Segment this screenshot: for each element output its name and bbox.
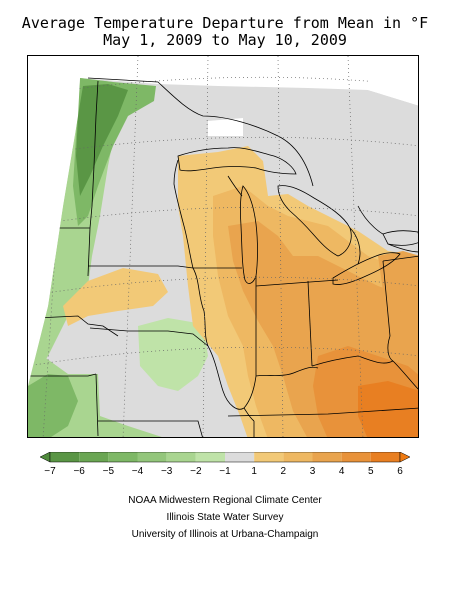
border-mn-nd xyxy=(89,80,99,229)
legend-tick-label: 5 xyxy=(368,466,374,477)
border-ny-on xyxy=(387,243,418,253)
legend-tick-label: −6 xyxy=(73,466,85,477)
legend-arrow-high xyxy=(399,452,410,463)
border-pa-ny xyxy=(382,255,418,262)
legend-swatch xyxy=(195,452,225,462)
border-ia-mo xyxy=(89,327,209,347)
border-mo-ar xyxy=(98,420,203,437)
region-central-green xyxy=(138,318,208,391)
region-orange-east xyxy=(378,251,418,316)
legend-tick-label: −7 xyxy=(44,466,56,477)
legend-tick-label: −4 xyxy=(131,466,144,477)
legend-swatch xyxy=(312,452,342,462)
border-oh-pa xyxy=(382,260,391,337)
projection-mask-left xyxy=(28,56,80,386)
border-wi-mi-up xyxy=(227,175,243,197)
region-northwest-darker-green xyxy=(76,84,128,196)
border-il-in xyxy=(243,276,257,409)
border-mo-ks xyxy=(95,373,99,437)
legend-swatch xyxy=(50,452,80,462)
region-white-patch xyxy=(208,118,243,136)
region-southwest-dark-green xyxy=(28,374,78,437)
region-orange-deepest xyxy=(358,381,418,437)
projection-mask-right xyxy=(368,56,418,106)
map-canvas xyxy=(28,56,418,437)
legend-swatch xyxy=(137,452,167,462)
lake-superior xyxy=(177,147,297,175)
map-date-range: May 1, 2009 to May 10, 2009 xyxy=(103,31,347,49)
border-mn-sd xyxy=(87,227,91,277)
lake-erie xyxy=(332,252,401,285)
border-us-canada xyxy=(87,77,314,187)
credit-isws: Illinois State Water Survey xyxy=(166,512,284,523)
border-oh-wv xyxy=(387,335,394,362)
border-michigan-east xyxy=(349,227,361,265)
border-ky-sw xyxy=(243,407,255,422)
temperature-map xyxy=(27,55,419,438)
lake-ontario xyxy=(382,230,418,246)
legend-tick-label: −2 xyxy=(190,466,202,477)
lake-huron xyxy=(277,185,352,257)
legend-tick-label: 1 xyxy=(251,466,257,477)
legend-swatch xyxy=(79,452,109,462)
border-mi-in-oh xyxy=(255,279,339,287)
border-in-oh xyxy=(307,280,313,367)
color-legend xyxy=(40,452,410,463)
credit-uiuc: University of Illinois at Urbana-Champai… xyxy=(131,529,319,540)
border-ne-ks xyxy=(28,373,97,377)
border-in-ky xyxy=(255,366,319,377)
graticule xyxy=(28,56,418,437)
legend-tick-label: 3 xyxy=(309,466,316,477)
border-mn-wi xyxy=(173,159,194,269)
legend-arrow-low xyxy=(40,452,51,463)
legend-swatch xyxy=(283,452,313,462)
legend-swatch xyxy=(370,452,400,462)
border-ky-tn xyxy=(227,407,418,417)
border-mn-ia xyxy=(88,265,194,269)
lake-michigan xyxy=(240,185,258,284)
legend-swatch xyxy=(108,452,138,462)
border-wv-va xyxy=(392,360,418,390)
great-lakes xyxy=(177,147,418,285)
border-ia-il xyxy=(192,267,209,347)
border-mo-il xyxy=(207,345,245,410)
border-oh-ky xyxy=(311,355,394,367)
legend-swatch xyxy=(341,452,371,462)
legend-swatch xyxy=(166,452,196,462)
border-canada-east xyxy=(357,205,384,235)
legend-swatch xyxy=(254,452,284,462)
legend-tick-label: −3 xyxy=(160,466,173,477)
map-title: Average Temperature Departure from Mean … xyxy=(21,14,429,32)
region-orange-light-west xyxy=(63,268,168,326)
credit-rcc: NOAA Midwestern Regional Climate Center xyxy=(128,495,322,506)
legend-tick-label: 4 xyxy=(338,466,345,477)
legend-tick-label: −5 xyxy=(102,466,115,477)
legend-tick-label: −1 xyxy=(219,466,231,477)
legend-swatch xyxy=(225,452,255,462)
legend-tick-label: 2 xyxy=(280,466,287,477)
legend-tick-label: 6 xyxy=(397,466,403,477)
